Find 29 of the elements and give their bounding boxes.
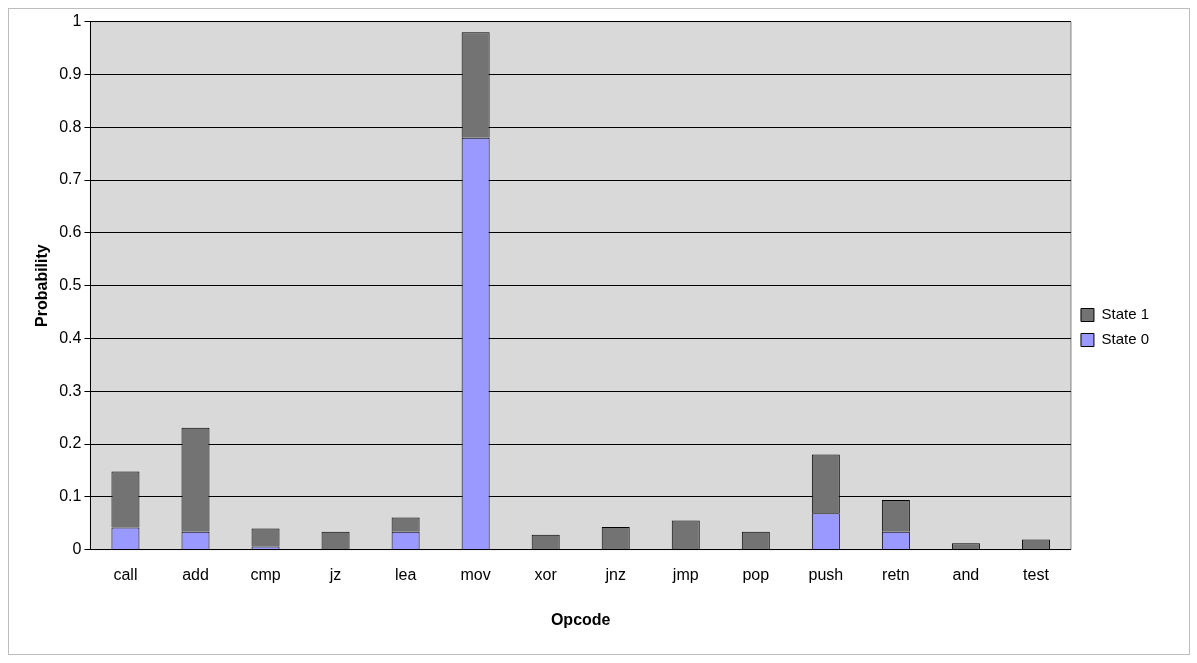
y-tick-label: 0.5 [59, 276, 82, 294]
y-tick-label: 0.8 [59, 117, 82, 135]
x-tick-label: retn [882, 565, 910, 583]
y-tick-label: 0.7 [59, 170, 82, 188]
x-tick-label: cmp [250, 565, 281, 583]
y-axis-title: Probability [33, 244, 51, 327]
x-tick-label: jz [328, 565, 342, 583]
x-tick-label: jnz [604, 565, 626, 583]
legend-label: State 1 [1101, 305, 1150, 323]
y-tick-label: 1 [72, 12, 82, 30]
y-tick-label: 0.4 [59, 328, 82, 346]
y-tick-label: 0.1 [59, 487, 82, 505]
x-tick-label: push [808, 565, 844, 583]
y-tick-label: 0.2 [59, 434, 82, 452]
y-tick-label: 0.6 [59, 223, 82, 241]
x-tick-label: xor [534, 565, 558, 583]
y-tick-label: 0 [72, 540, 82, 558]
x-tick-label: and [952, 565, 980, 583]
y-tick-label: 0.9 [59, 64, 82, 82]
x-tick-label: jmp [671, 565, 699, 583]
x-axis-title: Opcode [550, 610, 611, 628]
x-tick-label: call [113, 565, 138, 583]
legend-label: State 0 [1101, 330, 1150, 348]
y-tick-label: 0.3 [59, 381, 82, 399]
x-tick-label: pop [742, 565, 770, 583]
x-tick-label: lea [394, 565, 417, 583]
x-tick-label: add [182, 565, 209, 583]
x-tick-label: test [1023, 565, 1050, 583]
x-tick-label: mov [460, 565, 491, 583]
